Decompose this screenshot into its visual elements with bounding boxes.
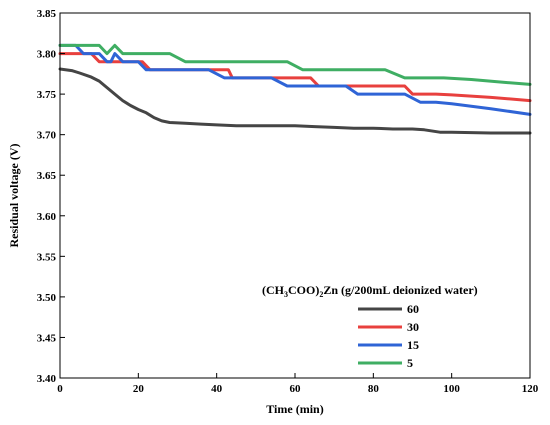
x-axis-title: Time (min)	[266, 402, 323, 416]
plot-lines	[58, 43, 532, 135]
y-tick-label: 3.60	[37, 211, 57, 223]
x-tick-label: 20	[133, 383, 145, 395]
series-line-5	[58, 43, 532, 86]
legend-title: (CH3COO)2Zn (g/200mL deionized water)	[262, 283, 478, 299]
tick-labels: 0 20 40 60 80 100 120 3.40 3.45 3.50 3.55 3.60 3.65 3…	[37, 8, 539, 395]
x-tick-label: 80	[368, 383, 380, 395]
x-tick-label: 40	[211, 383, 223, 395]
legend-label-60: 60	[407, 302, 419, 316]
y-tick-label: 3.85	[37, 8, 57, 20]
legend-label-15: 15	[407, 338, 419, 352]
y-tick-label: 3.40	[37, 373, 57, 385]
x-tick-label: 0	[57, 383, 63, 395]
y-tick-label: 3.70	[37, 130, 57, 142]
legend-title-sub1: 3	[284, 290, 288, 299]
x-tick-label: 60	[290, 383, 302, 395]
y-tick-label: 3.65	[37, 170, 57, 182]
legend: 60 30 15 5	[358, 302, 419, 370]
legend-label-30: 30	[407, 320, 419, 334]
series-line-60	[58, 67, 532, 135]
y-tick-label: 3.55	[37, 251, 57, 263]
series-line-15	[58, 43, 532, 116]
legend-title-prefix: (CH	[262, 283, 285, 297]
legend-title-sub2: 2	[319, 290, 323, 299]
legend-title-mid: COO)	[288, 283, 319, 297]
plot-frame	[59, 12, 531, 379]
x-tick-label: 120	[522, 383, 539, 395]
y-tick-label: 3.45	[37, 332, 57, 344]
legend-title-suffix: Zn (g/200mL deionized water)	[323, 283, 477, 297]
y-tick-label: 3.50	[37, 292, 57, 304]
y-tick-label: 3.75	[37, 89, 57, 101]
axis-ticks	[59, 12, 531, 379]
y-tick-label: 3.80	[37, 49, 57, 61]
x-tick-label: 100	[443, 383, 460, 395]
legend-label-5: 5	[407, 356, 413, 370]
y-axis-title: Residual voltage (V)	[7, 144, 21, 248]
